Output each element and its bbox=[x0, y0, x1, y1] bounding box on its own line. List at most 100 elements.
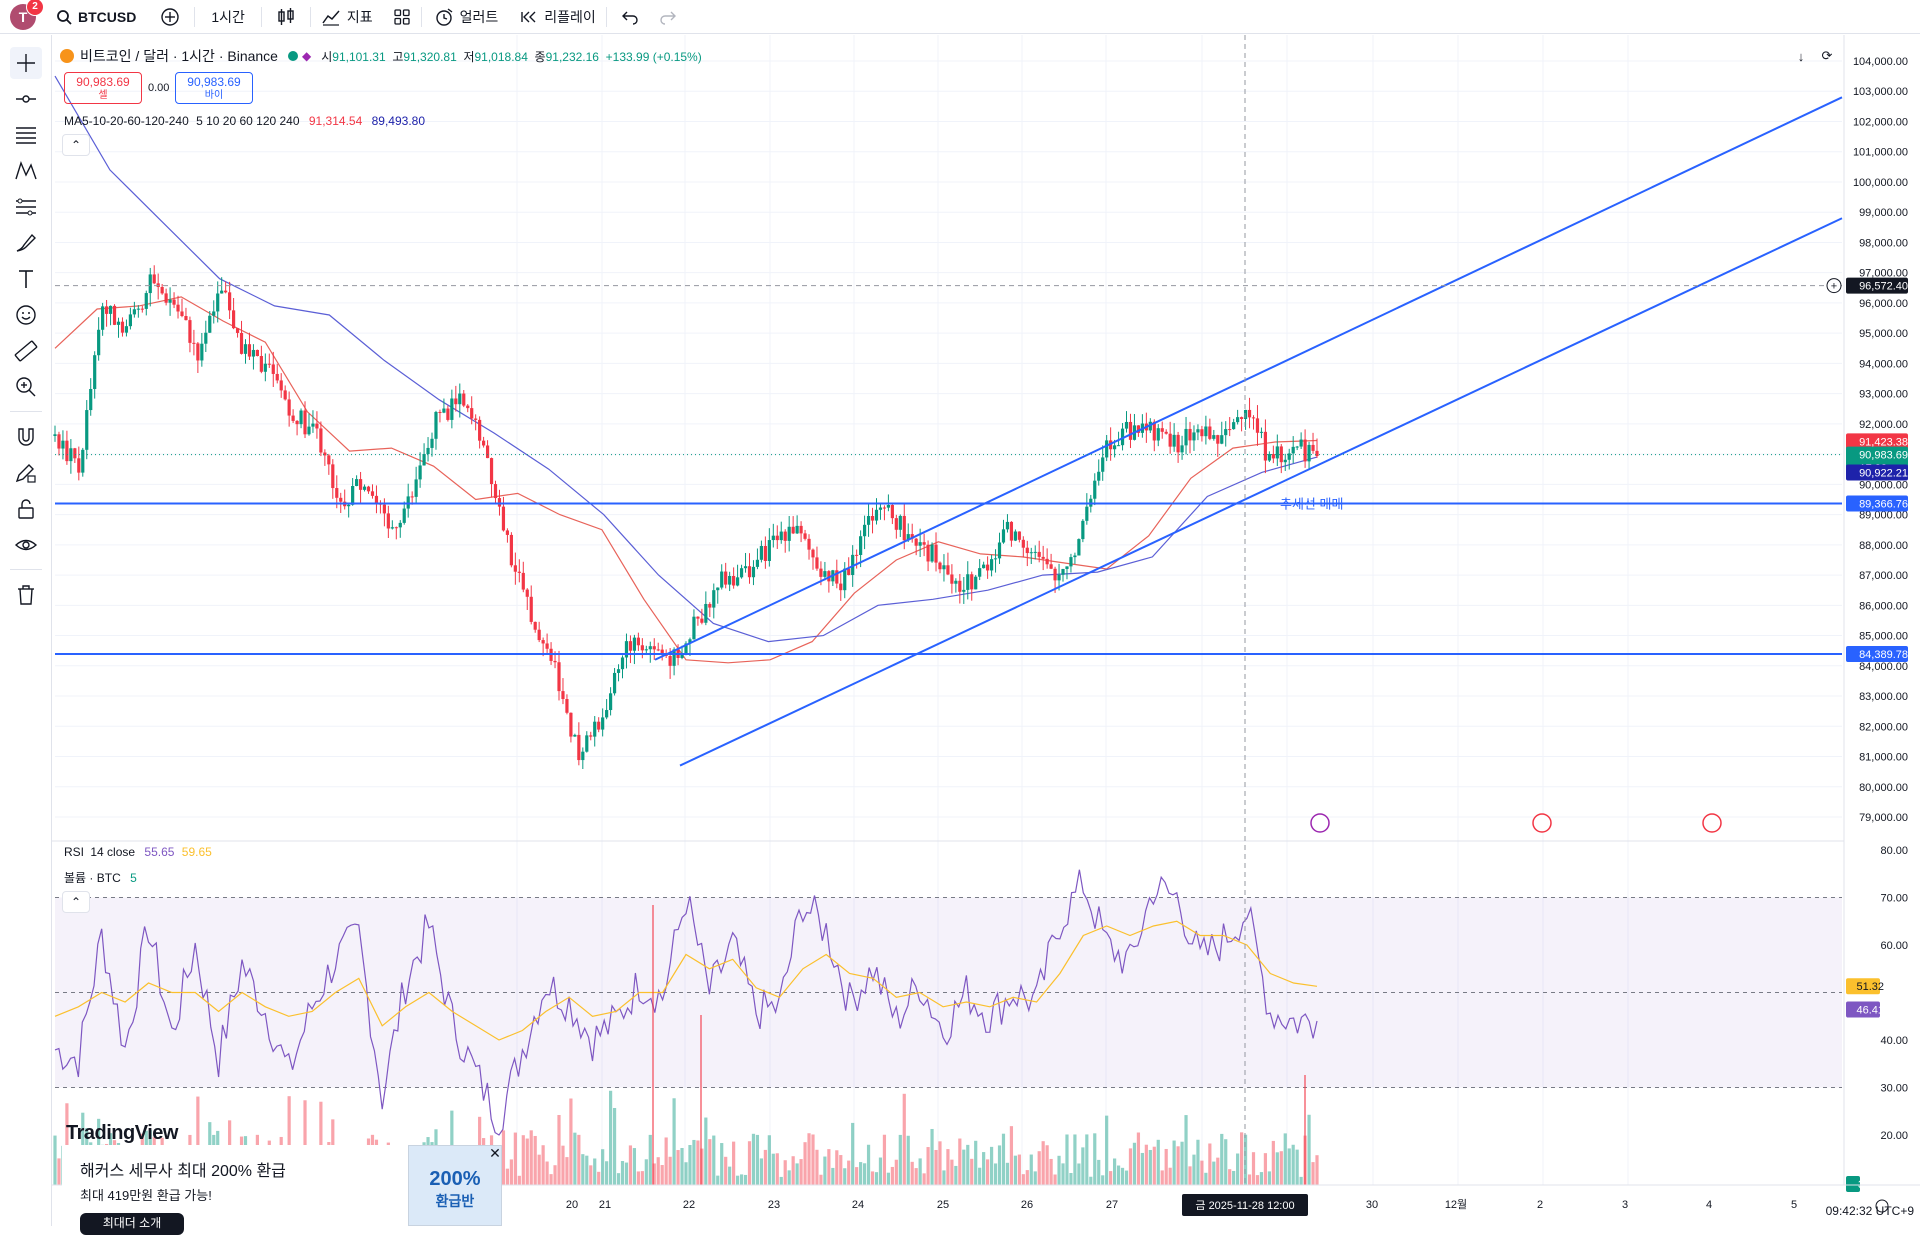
fib-tool-button[interactable] bbox=[10, 119, 42, 151]
magnet-tool-button[interactable] bbox=[10, 421, 42, 453]
candle-body bbox=[811, 549, 815, 558]
separator bbox=[420, 6, 422, 27]
volume-tag-bg bbox=[1846, 1176, 1860, 1192]
sell-button[interactable]: 90,983.69 셀 bbox=[64, 72, 142, 104]
volume-bar bbox=[1029, 1154, 1033, 1185]
chart-type-button[interactable] bbox=[262, 0, 310, 34]
candle-body bbox=[632, 637, 637, 651]
symbol-search-button[interactable]: BTCUSD bbox=[46, 0, 146, 34]
emoji-tool-button[interactable] bbox=[10, 299, 42, 331]
data-provider-icon[interactable]: ◆ bbox=[301, 49, 312, 63]
volume-bar bbox=[1315, 1155, 1319, 1185]
volume-bar bbox=[577, 1134, 581, 1185]
hide-drawings-button[interactable] bbox=[10, 529, 42, 561]
sell-label: 셀 bbox=[98, 90, 108, 101]
zoom-tool-button[interactable] bbox=[10, 371, 42, 403]
candle-body bbox=[1001, 529, 1006, 543]
volume-bar bbox=[815, 1149, 819, 1185]
add-alert-plus-glyph: + bbox=[1831, 281, 1837, 293]
stay-drawing-button[interactable] bbox=[10, 457, 42, 489]
price-axis[interactable]: 104,000.00 103,000.00 102,000.00 101,000.00… bbox=[1826, 35, 1920, 1192]
delete-drawings-button[interactable] bbox=[10, 579, 42, 611]
ma-legend[interactable]: MA5-10-20-60-120-240 5 10 20 60 120 240 … bbox=[64, 114, 425, 128]
candle-body bbox=[938, 562, 942, 570]
volume-bar bbox=[549, 1174, 553, 1185]
replay-button[interactable]: 리플레이 bbox=[510, 0, 606, 34]
undo-button[interactable] bbox=[607, 0, 653, 34]
candle-body bbox=[855, 554, 859, 556]
volume-bar bbox=[1128, 1148, 1133, 1185]
candle-body bbox=[1176, 434, 1180, 453]
volume-spike bbox=[700, 1015, 702, 1185]
alert-button[interactable]: 얼러트 bbox=[422, 0, 511, 34]
pattern-tool-button[interactable] bbox=[10, 155, 42, 187]
chart-canvas[interactable]: 추세선 매매 104,000.00 103,000.00 102,000.00 101… bbox=[52, 35, 1920, 1226]
candle-body bbox=[228, 292, 232, 311]
candle-body bbox=[827, 571, 831, 582]
rsi-tick-label: 60.00 bbox=[1880, 940, 1908, 952]
redo-button[interactable] bbox=[653, 0, 683, 34]
volume-bar bbox=[704, 1117, 708, 1185]
clock-timezone[interactable]: 09:42:32 UTC+9 bbox=[1825, 1204, 1914, 1218]
candle-body bbox=[430, 438, 434, 448]
buy-button[interactable]: 90,983.69 바이 bbox=[175, 72, 253, 104]
candle-body bbox=[680, 653, 684, 658]
candle-body bbox=[1279, 446, 1283, 463]
trendline-tool-button[interactable] bbox=[10, 83, 42, 115]
price-tick-label: 92,000.00 bbox=[1859, 419, 1908, 431]
templates-button[interactable] bbox=[383, 0, 421, 34]
volume-legend[interactable]: 볼륨 · BTC 5 bbox=[64, 869, 137, 886]
candle-body bbox=[1295, 446, 1299, 448]
compare-symbol-button[interactable] bbox=[146, 0, 194, 34]
collapse-legend-button[interactable]: ⌃ bbox=[62, 134, 90, 156]
forecast-tool-button[interactable] bbox=[10, 191, 42, 223]
crosshair-tool-button[interactable] bbox=[10, 47, 42, 79]
text-tool-button[interactable] bbox=[10, 263, 42, 295]
low-value: 91,018.84 bbox=[474, 49, 528, 64]
search-icon bbox=[57, 9, 72, 25]
volume-bar bbox=[791, 1156, 795, 1185]
candle-body bbox=[914, 538, 918, 546]
candle-body bbox=[370, 491, 375, 496]
interval-button[interactable]: 1시간 bbox=[211, 8, 245, 25]
candle-body bbox=[1085, 506, 1089, 521]
ad-image[interactable]: 200% 환급반 bbox=[408, 1145, 502, 1226]
candle-body bbox=[478, 419, 482, 441]
ad-banner[interactable]: 해커스 세무사 최대 200% 환급 최대 419만원 환급 가능! 최대더 소… bbox=[62, 1145, 502, 1235]
volume-bar bbox=[1236, 1153, 1240, 1185]
candle-body bbox=[1057, 574, 1061, 581]
annotation-text: 추세선 매매 bbox=[1280, 497, 1343, 512]
drawings[interactable]: 추세선 매매 bbox=[55, 96, 1843, 833]
candle-body bbox=[124, 326, 129, 333]
rsi-legend[interactable]: RSI 14 close 55.65 59.65 bbox=[64, 845, 212, 859]
ad-close-icon[interactable]: ✕ bbox=[489, 1145, 501, 1161]
candle-body bbox=[116, 321, 121, 325]
symbol-legend[interactable]: 비트코인 / 달러 · 1시간 · Binance ◆ 시91,101.31 고… bbox=[60, 46, 702, 66]
collapse-rsi-legend-button[interactable]: ⌃ bbox=[62, 891, 90, 913]
lock-drawings-button[interactable] bbox=[10, 493, 42, 525]
ad-cta-button[interactable]: 최대더 소개 bbox=[80, 1213, 184, 1235]
market-status-icon[interactable] bbox=[287, 51, 298, 61]
pane-maximize-button[interactable]: ⟳ bbox=[1816, 46, 1838, 66]
candle-body bbox=[1188, 428, 1192, 441]
ruler-tool-button[interactable] bbox=[10, 335, 42, 367]
candle-body bbox=[668, 655, 672, 666]
candle-body bbox=[608, 693, 613, 711]
volume-bar bbox=[886, 1172, 890, 1185]
volume-bar bbox=[664, 1137, 668, 1185]
scroll-to-latest-button[interactable]: ↓ bbox=[1790, 46, 1812, 66]
candle-body bbox=[140, 308, 144, 310]
candle-body bbox=[557, 662, 561, 692]
brush-icon bbox=[16, 233, 36, 252]
candle-body bbox=[672, 649, 676, 666]
volume-bar bbox=[640, 1171, 644, 1185]
candle-body bbox=[291, 415, 295, 421]
candle-body bbox=[1239, 417, 1244, 419]
volume-bar bbox=[509, 1159, 513, 1185]
candle-body bbox=[569, 712, 573, 737]
chevron-up-icon: ⌃ bbox=[70, 895, 82, 909]
tradingview-logo[interactable]: TradingView bbox=[66, 1122, 178, 1145]
indicators-button[interactable]: 지표 bbox=[311, 0, 383, 34]
brush-tool-button[interactable] bbox=[10, 227, 42, 259]
